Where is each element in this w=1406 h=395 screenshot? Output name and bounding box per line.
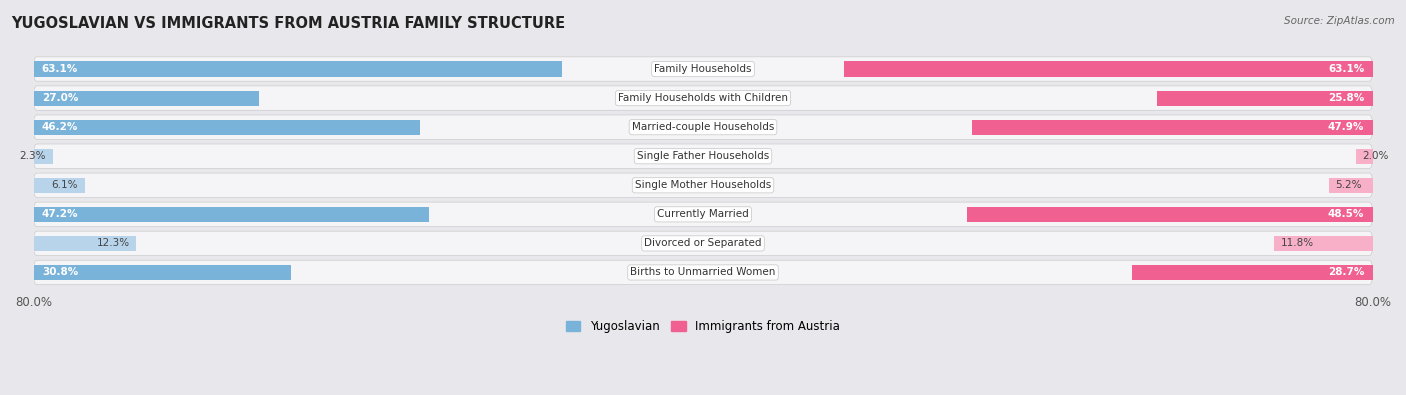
Text: 25.8%: 25.8% <box>1327 93 1364 103</box>
Bar <box>34 265 291 280</box>
FancyBboxPatch shape <box>34 57 1372 81</box>
Text: Family Households with Children: Family Households with Children <box>619 93 787 103</box>
Text: 11.8%: 11.8% <box>1281 239 1313 248</box>
Bar <box>966 207 1372 222</box>
Text: Births to Unmarried Women: Births to Unmarried Women <box>630 267 776 277</box>
FancyBboxPatch shape <box>34 231 1372 256</box>
FancyBboxPatch shape <box>34 86 1372 110</box>
Text: 6.1%: 6.1% <box>52 180 77 190</box>
Text: 2.3%: 2.3% <box>20 151 46 161</box>
Text: 63.1%: 63.1% <box>1327 64 1364 74</box>
FancyBboxPatch shape <box>34 173 1372 198</box>
Bar <box>34 120 420 135</box>
Text: 27.0%: 27.0% <box>42 93 79 103</box>
Bar <box>34 149 53 164</box>
FancyBboxPatch shape <box>34 202 1372 227</box>
Bar <box>1355 149 1372 164</box>
Bar <box>1329 178 1372 193</box>
Text: Single Father Households: Single Father Households <box>637 151 769 161</box>
Text: Currently Married: Currently Married <box>657 209 749 219</box>
Bar <box>34 178 84 193</box>
Bar <box>34 90 260 105</box>
Text: 48.5%: 48.5% <box>1327 209 1364 219</box>
FancyBboxPatch shape <box>34 115 1372 139</box>
Text: 12.3%: 12.3% <box>97 239 129 248</box>
Text: 30.8%: 30.8% <box>42 267 79 277</box>
Text: 63.1%: 63.1% <box>42 64 79 74</box>
Text: 5.2%: 5.2% <box>1336 180 1362 190</box>
Legend: Yugoslavian, Immigrants from Austria: Yugoslavian, Immigrants from Austria <box>561 315 845 338</box>
FancyBboxPatch shape <box>34 144 1372 168</box>
Text: 47.2%: 47.2% <box>42 209 79 219</box>
FancyBboxPatch shape <box>34 260 1372 285</box>
Text: Married-couple Households: Married-couple Households <box>631 122 775 132</box>
Bar <box>34 207 429 222</box>
Text: Single Mother Households: Single Mother Households <box>636 180 770 190</box>
Text: YUGOSLAVIAN VS IMMIGRANTS FROM AUSTRIA FAMILY STRUCTURE: YUGOSLAVIAN VS IMMIGRANTS FROM AUSTRIA F… <box>11 16 565 31</box>
Text: Source: ZipAtlas.com: Source: ZipAtlas.com <box>1284 16 1395 26</box>
Bar <box>34 236 136 251</box>
Bar <box>1274 236 1372 251</box>
Text: 28.7%: 28.7% <box>1327 267 1364 277</box>
Bar <box>972 120 1372 135</box>
Text: 2.0%: 2.0% <box>1362 151 1389 161</box>
Bar <box>1132 265 1372 280</box>
Bar <box>845 62 1372 77</box>
Text: Family Households: Family Households <box>654 64 752 74</box>
Text: Divorced or Separated: Divorced or Separated <box>644 239 762 248</box>
Text: 46.2%: 46.2% <box>42 122 79 132</box>
Bar <box>1157 90 1372 105</box>
Bar <box>34 62 561 77</box>
Text: 47.9%: 47.9% <box>1327 122 1364 132</box>
